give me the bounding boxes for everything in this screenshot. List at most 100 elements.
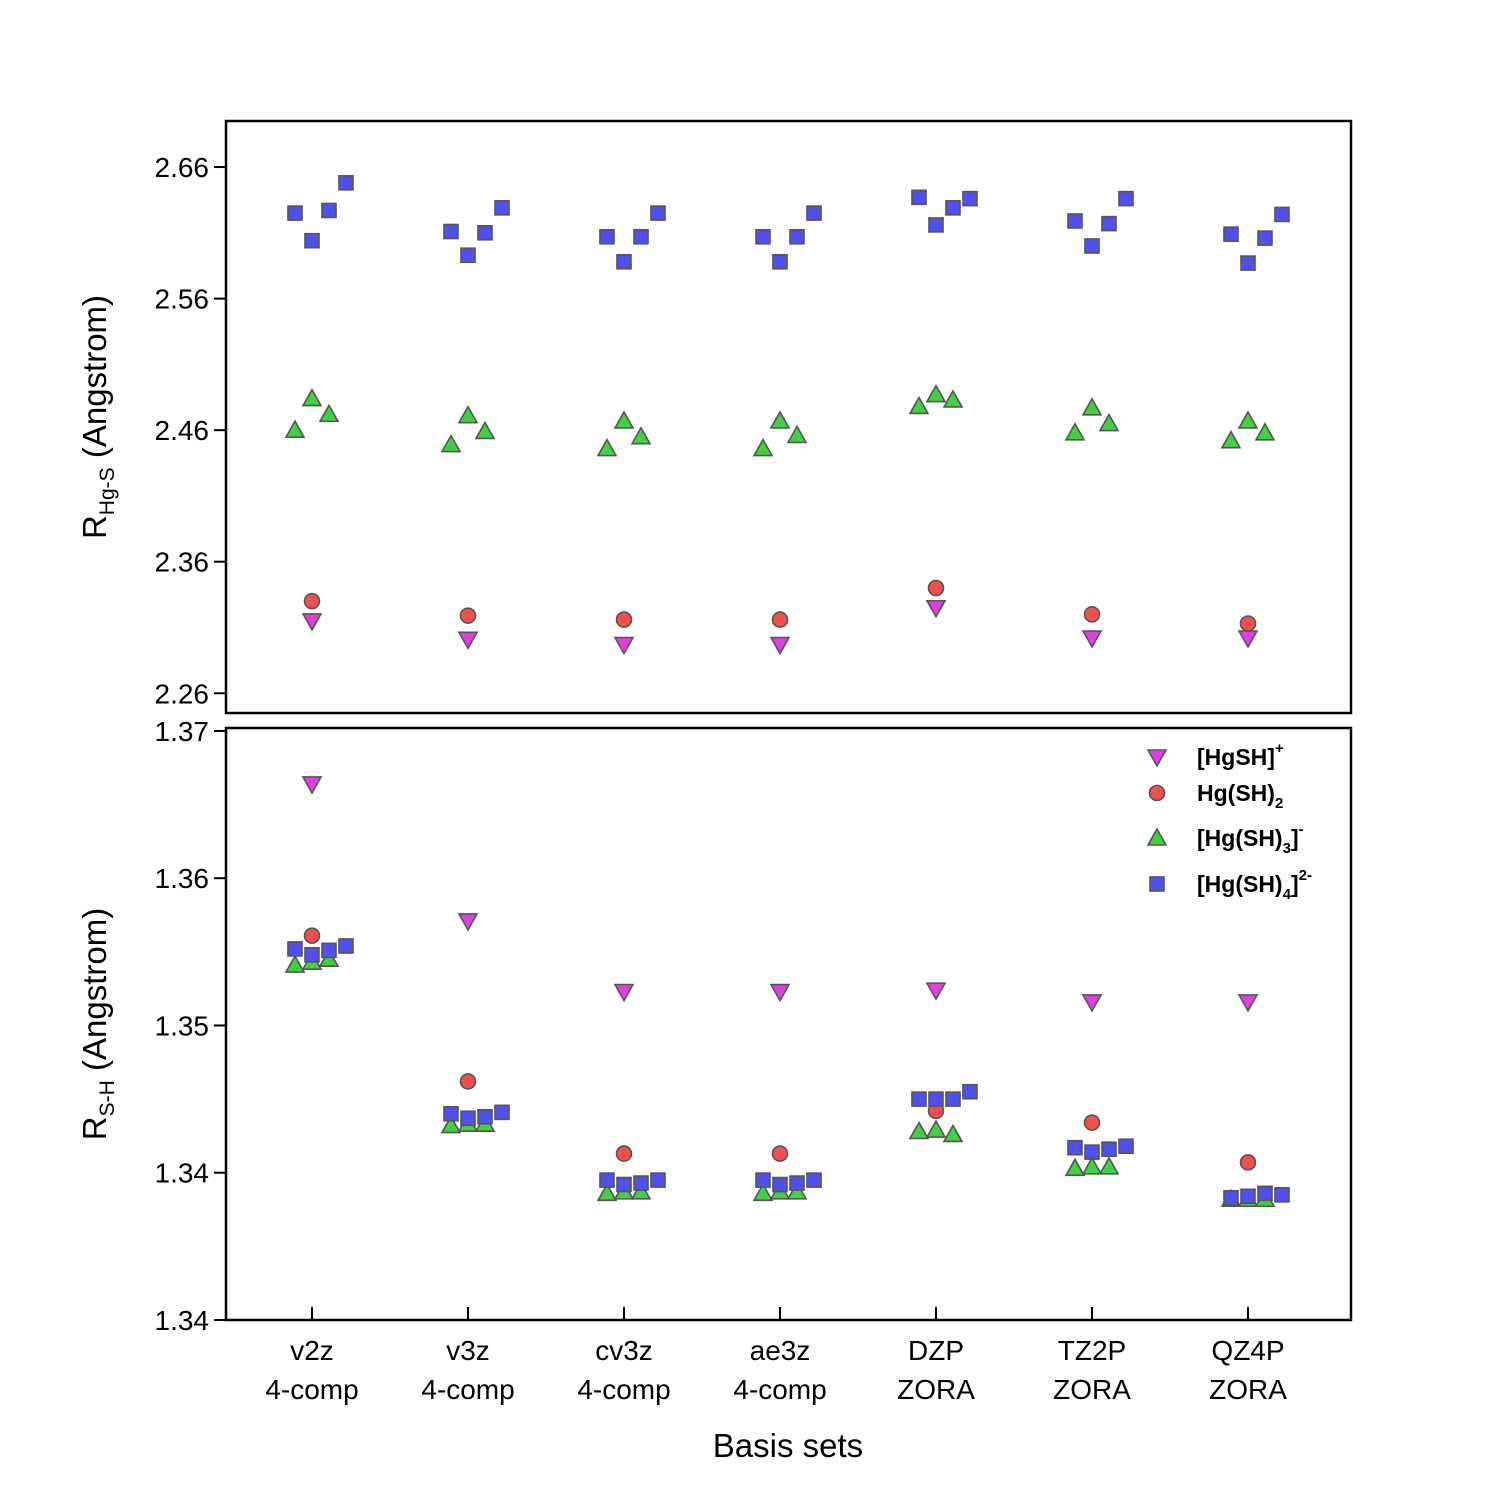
data-point-hgsh4 <box>494 1104 510 1121</box>
y-tick-label-bottom: 1.36 <box>155 863 210 894</box>
x-category-label: DZP <box>908 1335 964 1366</box>
data-point-hgsh4 <box>1118 190 1134 207</box>
data-point-hgsh4 <box>911 189 927 206</box>
data-point-hgsh4 <box>1257 230 1273 246</box>
data-point-hgsh4 <box>477 1108 493 1125</box>
x-category-label: ae3z <box>750 1335 811 1366</box>
data-point-hgsh2 <box>771 1145 789 1162</box>
data-point-hgsh2 <box>303 592 321 610</box>
x-category-sublabel: ZORA <box>897 1374 975 1405</box>
data-point-hgsh4 <box>633 1175 649 1191</box>
data-point-hgsh4 <box>1118 1138 1134 1155</box>
data-point-hgsh2 <box>1083 606 1101 623</box>
data-point-hgsh4 <box>1101 1141 1117 1157</box>
legend-label-hgsh4: [Hg(SH)4]2- <box>1197 867 1312 903</box>
data-point-hgsh <box>613 636 635 656</box>
y-tick-label-bottom: 1.37 <box>155 716 210 747</box>
data-point-hgsh4 <box>755 228 771 245</box>
data-point-hgsh3 <box>474 420 496 440</box>
x-category-sublabel: ZORA <box>1053 1374 1131 1405</box>
series-hgsh-bottom <box>301 776 1259 1013</box>
data-point-hgsh4 <box>599 228 615 245</box>
data-point-hgsh3 <box>440 1114 462 1134</box>
data-point-hgsh3 <box>630 1181 652 1200</box>
x-axis-title: Basis sets <box>713 1427 863 1464</box>
data-point-hgsh3 <box>1220 430 1242 449</box>
y-tick-label-bottom: 1.35 <box>155 1010 210 1041</box>
x-category-sublabel: 4-comp <box>733 1374 826 1405</box>
data-point-hgsh3 <box>908 395 930 415</box>
data-point-hgsh <box>1081 994 1103 1013</box>
y-tick-label-bottom: 1.34 <box>155 1158 210 1189</box>
data-point-hgsh <box>925 599 947 619</box>
data-point-hgsh4 <box>477 225 493 241</box>
legend-label-hgsh3: [Hg(SH)3]- <box>1197 821 1304 857</box>
data-point-hgsh3 <box>752 1182 774 1202</box>
data-point-hgsh2 <box>1239 1154 1257 1171</box>
data-point-hgsh2 <box>1239 615 1257 632</box>
data-point-hgsh4 <box>460 247 476 263</box>
x-category-label: v2z <box>290 1335 334 1366</box>
x-category-sublabel: 4-comp <box>265 1374 358 1405</box>
data-point-hgsh3 <box>786 424 808 444</box>
data-point-hgsh2 <box>927 579 945 597</box>
data-point-hgsh3 <box>1254 422 1276 441</box>
data-point-hgsh4 <box>789 228 805 245</box>
data-point-hgsh3 <box>596 1182 618 1202</box>
data-point-hgsh3 <box>596 437 618 457</box>
x-category-label: QZ4P <box>1211 1335 1284 1366</box>
data-point-hgsh3 <box>942 389 964 408</box>
data-point-hgsh3 <box>1064 422 1086 441</box>
data-point-hgsh4 <box>287 941 303 957</box>
data-point-hgsh <box>613 983 635 1003</box>
data-point-hgsh3 <box>769 410 791 429</box>
data-point-hgsh3 <box>1064 1157 1086 1177</box>
data-point-hgsh4 <box>616 253 632 270</box>
legend-marker-hgsh2 <box>1148 784 1166 802</box>
panel-bottom: 1.34 1.34 1.35 1.36 1.37 RS-H (Angstrom) <box>76 716 1353 1336</box>
data-point-hgsh4 <box>1067 213 1083 229</box>
data-point-hgsh4 <box>945 1091 961 1107</box>
data-point-hgsh3 <box>284 954 306 973</box>
data-point-hgsh2 <box>1083 1114 1101 1131</box>
data-point-hgsh3 <box>301 387 323 407</box>
data-point-hgsh4 <box>911 1091 927 1107</box>
data-point-hgsh4 <box>1240 255 1256 271</box>
data-point-hgsh4 <box>321 202 337 219</box>
data-point-hgsh4 <box>1223 1189 1239 1206</box>
x-category-sublabel: 4-comp <box>577 1374 670 1405</box>
data-point-hgsh3 <box>613 410 635 429</box>
data-point-hgsh3 <box>1081 397 1103 416</box>
data-point-hgsh4 <box>650 205 666 221</box>
data-point-hgsh4 <box>1101 215 1117 232</box>
data-point-hgsh3 <box>752 437 774 457</box>
plot-panels: 2.26 2.36 2.46 2.56 2.66 RHg-S (Angstrom) 1.34… <box>76 119 1353 1336</box>
data-point-hgsh4 <box>1084 1144 1100 1160</box>
data-point-hgsh4 <box>338 938 354 954</box>
data-point-hgsh4 <box>945 200 961 216</box>
data-point-hgsh <box>925 982 947 1001</box>
y-tick-label-top: 2.26 <box>155 678 210 709</box>
data-point-hgsh3 <box>925 384 947 403</box>
legend-item-hgsh4: [Hg(SH)4]2- <box>1149 867 1312 903</box>
x-category-sublabel: 4-comp <box>421 1374 514 1405</box>
data-point-hgsh2 <box>615 1145 633 1162</box>
data-point-hgsh <box>769 983 791 1003</box>
data-point-hgsh <box>769 636 791 656</box>
y-axis-title-bottom: RS-H (Angstrom) <box>76 908 119 1140</box>
data-point-hgsh4 <box>806 1172 822 1188</box>
data-point-hgsh2 <box>459 1073 477 1090</box>
data-point-hgsh4 <box>772 1176 788 1193</box>
x-category-label: TZ2P <box>1058 1335 1126 1366</box>
data-point-hgsh4 <box>962 1083 978 1100</box>
data-point-hgsh <box>457 913 479 932</box>
data-point-hgsh4 <box>962 190 978 207</box>
data-point-hgsh4 <box>304 946 320 963</box>
data-point-hgsh3 <box>786 1181 808 1200</box>
legend-item-hgsh3: [Hg(SH)3]- <box>1146 821 1304 857</box>
legend-item-hgsh: [HgSH]+ <box>1146 740 1284 770</box>
x-category-label: v3z <box>446 1335 490 1366</box>
data-point-hgsh3 <box>318 948 340 968</box>
legend-marker-hgsh4 <box>1149 876 1165 892</box>
data-point-hgsh4 <box>338 175 354 191</box>
